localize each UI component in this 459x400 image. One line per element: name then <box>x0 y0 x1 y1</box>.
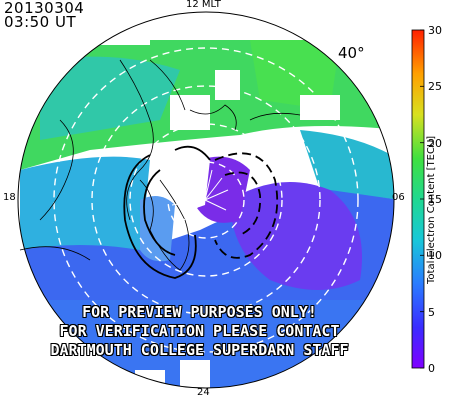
time-label: 03:50 UT <box>4 13 77 31</box>
velocity-vectors <box>171 167 229 223</box>
date-label: 20130304 <box>4 0 85 17</box>
watermark-line-2: FOR VERIFICATION PLEASE CONTACT <box>59 322 340 340</box>
mlt-label-right: 06 <box>392 192 405 203</box>
colorbar-tick-label: 10 <box>428 249 442 262</box>
colorbar-tick-label: 20 <box>428 137 442 150</box>
colorbar-tick-label: 0 <box>428 362 435 375</box>
colorbar-tick-label: 30 <box>428 24 442 37</box>
latitude-label: 40° <box>338 44 365 62</box>
colorbar-tick-marks <box>420 29 424 369</box>
colorbar-tick-label: 25 <box>428 80 442 93</box>
latitude-circles <box>53 47 359 353</box>
mlt-label-top: 12 MLT <box>186 0 221 10</box>
colorbar-tick-label: 5 <box>428 306 435 319</box>
colorbar-tick-label: 15 <box>428 193 442 206</box>
watermark-line-3: DARTMOUTH COLLEGE SUPERDARN STAFF <box>50 341 349 359</box>
mlt-label-left: 18 <box>3 192 16 203</box>
mlt-label-bottom: 24 <box>197 387 210 398</box>
convection-contours-dashed <box>214 152 279 259</box>
convection-contours <box>123 145 211 279</box>
watermark-line-1: FOR PREVIEW PURPOSES ONLY! <box>82 303 317 321</box>
coastlines <box>19 59 301 271</box>
